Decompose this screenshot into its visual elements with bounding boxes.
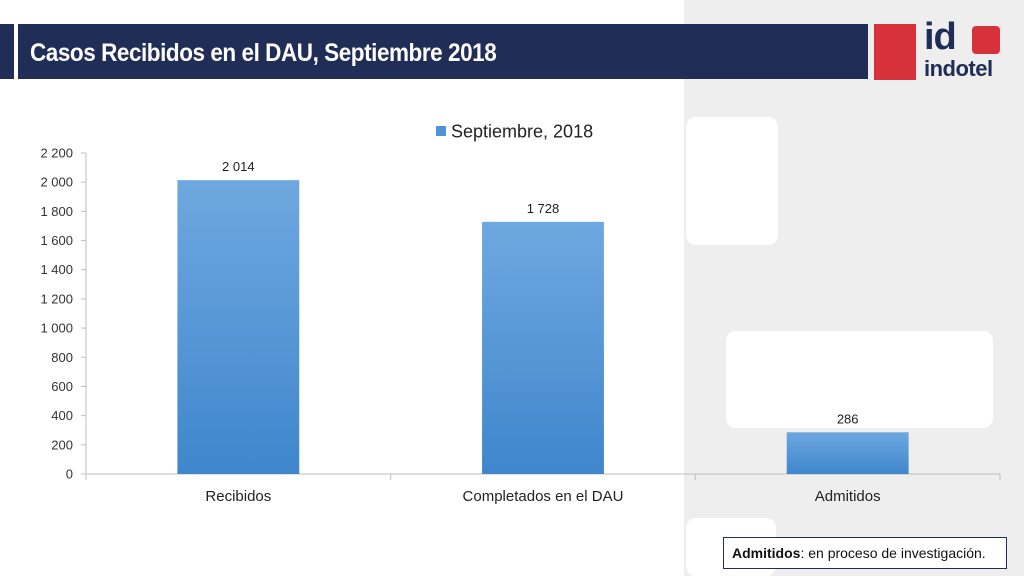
legend-swatch bbox=[436, 126, 446, 136]
category-label: Completados en el DAU bbox=[463, 488, 624, 505]
y-tick-label: 400 bbox=[51, 408, 73, 423]
footnote-text: : en proceso de investigación. bbox=[800, 545, 986, 561]
logo-word: indotel bbox=[924, 56, 993, 81]
page-title: Casos Recibidos en el DAU, Septiembre 20… bbox=[30, 39, 497, 67]
background-card-bottom bbox=[726, 331, 993, 428]
y-tick-label: 600 bbox=[51, 379, 73, 394]
y-tick-label: 1 800 bbox=[40, 204, 73, 219]
logo-keypad-icon bbox=[972, 26, 1000, 54]
title-bar: Casos Recibidos en el DAU, Septiembre 20… bbox=[0, 24, 868, 79]
y-tick-label: 800 bbox=[51, 350, 73, 365]
y-tick-label: 1 000 bbox=[40, 321, 73, 336]
data-label: 1 728 bbox=[527, 201, 560, 216]
title-accent bbox=[14, 24, 18, 79]
bar bbox=[482, 221, 604, 474]
y-tick-label: 2 200 bbox=[40, 146, 73, 161]
category-label: Admitidos bbox=[815, 488, 881, 505]
y-tick-label: 0 bbox=[66, 467, 73, 482]
background-card-top bbox=[686, 117, 778, 245]
logo-red-block bbox=[874, 24, 916, 80]
bar bbox=[786, 432, 909, 474]
category-label: Recibidos bbox=[205, 488, 271, 505]
data-label: 286 bbox=[837, 411, 859, 426]
data-label: 2 014 bbox=[222, 159, 255, 174]
bar bbox=[177, 180, 300, 474]
footnote-box: Admitidos: en proceso de investigación. bbox=[723, 537, 1007, 569]
footnote-term: Admitidos bbox=[732, 545, 801, 561]
y-tick-label: 1 600 bbox=[40, 233, 73, 248]
y-tick-label: 1 200 bbox=[40, 291, 73, 306]
y-tick-label: 200 bbox=[51, 437, 73, 452]
background-panel bbox=[684, 0, 1024, 576]
y-tick-label: 2 000 bbox=[40, 175, 73, 190]
indotel-logo: id indotel bbox=[874, 16, 1004, 82]
logo-id-text: id bbox=[924, 16, 957, 58]
y-tick-label: 1 400 bbox=[40, 262, 73, 277]
legend-label: Septiembre, 2018 bbox=[451, 122, 593, 142]
